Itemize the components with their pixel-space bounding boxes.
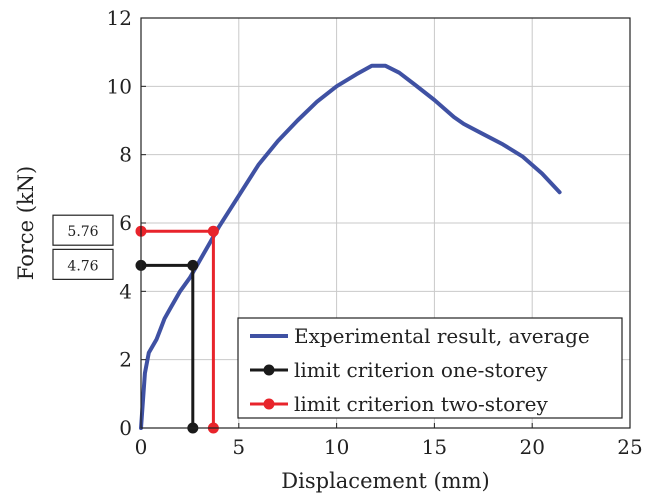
y-tick-label: 12 <box>107 6 132 30</box>
series-point <box>187 259 199 271</box>
callout-box <box>52 248 114 280</box>
legend-box <box>237 317 623 419</box>
series-line-1 <box>139 63 562 430</box>
y-tick-label: 2 <box>119 348 132 372</box>
x-tick-label: 5 <box>232 435 245 459</box>
y-tick-label: 4 <box>119 279 132 303</box>
y-tick-label: 8 <box>119 143 132 167</box>
x-tick-label: 0 <box>135 435 148 459</box>
value-callouts: 5.76 4.76 <box>52 214 114 280</box>
y-tick-label: 6 <box>119 211 132 235</box>
series-line-2 <box>139 263 195 430</box>
x-tick-label: 25 <box>617 435 642 459</box>
y-axis-label: Force (kN) <box>14 166 38 280</box>
legend-label: Experimental result, average <box>294 324 590 348</box>
series-line-3 <box>139 229 215 430</box>
legend: Experimental result, average limit criter… <box>237 317 623 419</box>
y-tick-label: 10 <box>107 74 132 98</box>
legend-marker <box>263 364 275 376</box>
legend-label: limit criterion one-storey <box>294 358 548 382</box>
tick-labels: 0 5 10 15 20 25 0 2 4 6 8 10 12 <box>107 6 643 459</box>
x-axis-label: Displacement (mm) <box>281 469 489 493</box>
callout-box <box>52 214 114 246</box>
series-point <box>207 225 219 237</box>
x-tick-label: 20 <box>519 435 544 459</box>
callout-label: 5.76 <box>67 224 98 240</box>
legend-marker <box>263 398 275 410</box>
legend-label: limit criterion two-storey <box>294 392 549 416</box>
y-tick-label: 0 <box>119 416 132 440</box>
x-tick-label: 15 <box>422 435 447 459</box>
x-tick-label: 10 <box>324 435 349 459</box>
callout-label: 4.76 <box>67 258 98 274</box>
